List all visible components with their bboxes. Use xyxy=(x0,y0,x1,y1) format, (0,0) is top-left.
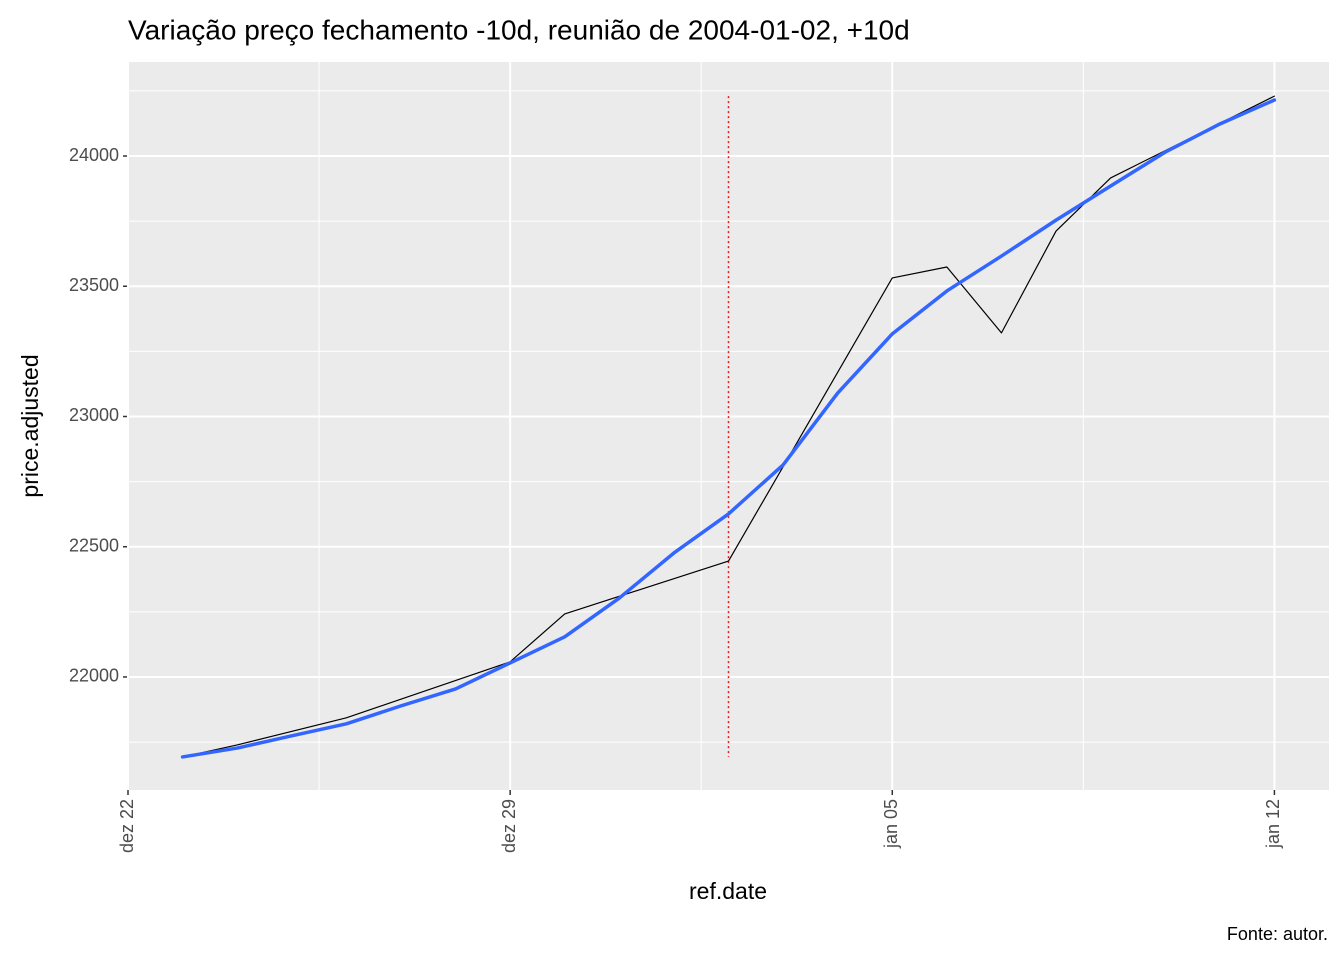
y-tick-label: 23000 xyxy=(69,405,119,425)
x-axis-title: ref.date xyxy=(689,878,767,904)
y-tick-label: 24000 xyxy=(69,145,119,165)
series-line xyxy=(181,95,1276,758)
chart-title: Variação preço fechamento -10d, reunião … xyxy=(128,14,910,45)
y-tick-label: 22500 xyxy=(69,535,119,555)
series-line xyxy=(180,98,1277,759)
y-tick-label: 23500 xyxy=(69,275,119,295)
x-tick-label: jan 05 xyxy=(881,799,901,849)
y-tick-label: 22000 xyxy=(69,666,119,686)
x-tick-label: dez 29 xyxy=(499,799,519,853)
plot-panel xyxy=(128,62,1329,790)
x-tick-label: dez 22 xyxy=(117,799,137,853)
y-axis-title: price.adjusted xyxy=(17,354,43,497)
x-tick-label: jan 12 xyxy=(1263,799,1283,849)
caption: Fonte: autor. xyxy=(1227,924,1328,944)
